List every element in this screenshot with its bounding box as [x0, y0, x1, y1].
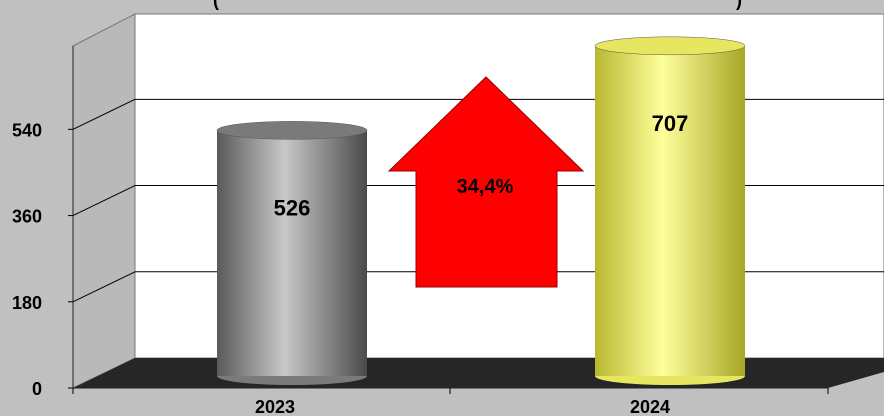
x-axis-ticks: 2023 2024: [72, 388, 829, 416]
gridline-side: [72, 98, 136, 130]
bar-body: [217, 130, 367, 376]
y-tick-label: 0: [32, 379, 42, 399]
gridline-side: [72, 185, 136, 217]
y-tick-label: 180: [12, 293, 42, 313]
chart-title-left: (: [213, 0, 219, 10]
chart-floor: [73, 358, 884, 388]
bar-value-label: 526: [274, 195, 311, 220]
bar-top: [594, 36, 746, 56]
bars: 526 707: [216, 36, 746, 385]
x-tick-label: 2023: [255, 397, 295, 416]
y-tick-label: 360: [12, 207, 42, 227]
bar-body: [595, 45, 745, 377]
gridline-side: [72, 271, 136, 303]
x-tick-label: 2024: [630, 397, 670, 416]
increase-percent-label: 34,4%: [457, 176, 514, 198]
chart-title-right: ): [736, 0, 742, 10]
bar-2024: 707: [594, 36, 746, 385]
bar-value-label: 707: [652, 111, 689, 136]
bar-top: [216, 121, 368, 140]
y-tick-label: 540: [12, 120, 42, 140]
bar-2023: 526: [216, 121, 368, 385]
increase-arrow: [387, 76, 585, 288]
y-axis-ticks: 0 180 360 540: [12, 120, 73, 399]
